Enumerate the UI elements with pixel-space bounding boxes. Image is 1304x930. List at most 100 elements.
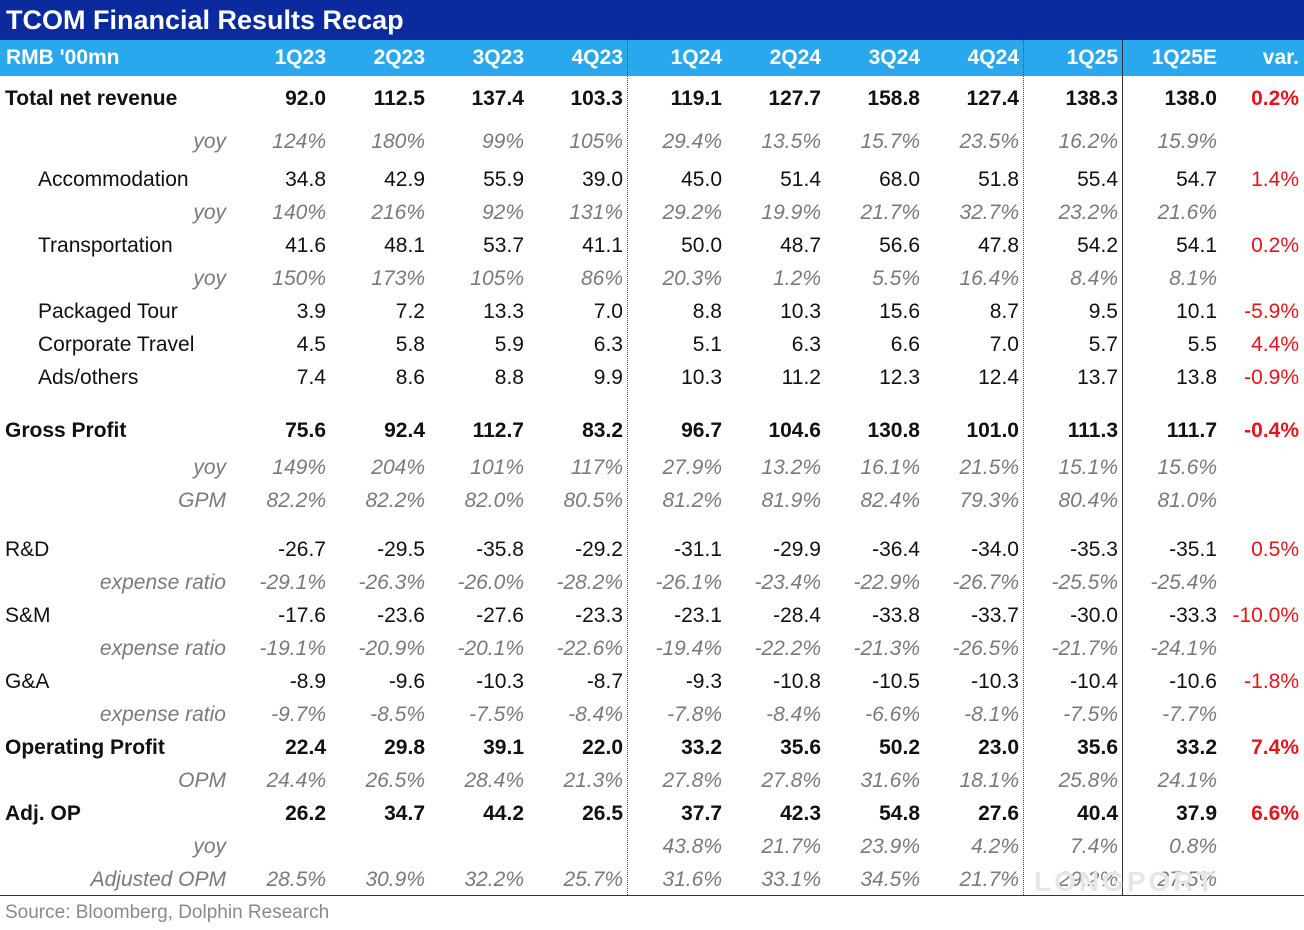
table-cell: 124% <box>272 130 326 153</box>
table-cell: 127.7 <box>768 87 821 110</box>
table-cell: 21.3% <box>563 769 623 792</box>
table-cell: -20.9% <box>358 637 425 660</box>
table-cell: -22.9% <box>853 571 920 594</box>
table-cell: 5.7 <box>1088 333 1118 356</box>
table-cell: 15.1% <box>1058 456 1118 479</box>
table-cell: 16.1% <box>860 456 920 479</box>
table-cell: 27.9% <box>662 456 722 479</box>
table-cell: 15.6 <box>879 300 920 323</box>
table-cell: 39.1 <box>483 736 524 759</box>
table-cell: -21.7% <box>1051 637 1118 660</box>
table-cell: 51.8 <box>978 168 1019 191</box>
table-cell: 27.8% <box>662 769 722 792</box>
table-cell: 15.9% <box>1157 130 1217 153</box>
table-cell: 7.4% <box>1070 835 1118 858</box>
table-cell: 21.5% <box>959 456 1019 479</box>
table-row: yoy 140% 216% 92% 131% 29.2% 19.9% 21.7% 32.7% 23… <box>0 197 1304 229</box>
table-cell: 6.3 <box>791 333 821 356</box>
table-cell: 83.2 <box>582 419 623 442</box>
table-cell: 26.2 <box>285 802 326 825</box>
variance-cell: -0.4% <box>1244 419 1299 442</box>
table-cell: 47.8 <box>978 234 1019 257</box>
table-cell: 37.9 <box>1176 802 1217 825</box>
table-cell: 27.6 <box>978 802 1019 825</box>
row-label: Corporate Travel <box>38 333 195 356</box>
table-cell: 10.3 <box>681 366 722 389</box>
table-cell: 31.6% <box>662 868 722 891</box>
table-cell: 13.8 <box>1176 366 1217 389</box>
variance-cell: 4.4% <box>1251 333 1299 356</box>
table-cell: -35.1 <box>1169 538 1217 561</box>
table-cell: -22.2% <box>754 637 821 660</box>
table-cell: 5.9 <box>494 333 524 356</box>
col-header: var. <box>1262 46 1299 69</box>
table-cell: -22.6% <box>556 637 623 660</box>
table-cell: 23.9% <box>860 835 920 858</box>
row-label: Adjusted OPM <box>90 868 226 891</box>
table-cell: 50.0 <box>681 234 722 257</box>
table-cell: -10.3 <box>971 670 1019 693</box>
table-cell: 28.5% <box>266 868 326 891</box>
table-cell: 10.1 <box>1176 300 1217 323</box>
variance-cell: 0.5% <box>1251 538 1299 561</box>
table-row: G&A -8.9 -9.6 -10.3 -8.7 -9.3 -10.8 -10.5 -10.3 -… <box>0 666 1304 698</box>
table-cell: 9.9 <box>593 366 623 389</box>
table-cell: 13.5% <box>761 130 821 153</box>
table-cell: 103.3 <box>570 87 623 110</box>
table-cell: 130.8 <box>867 419 920 442</box>
table-row: expense ratio -29.1% -26.3% -26.0% -28.2% -26… <box>0 567 1304 599</box>
table-cell: -10.8 <box>773 670 821 693</box>
table-row: Gross Profit 75.6 92.4 112.7 83.2 96.7 104.6 13… <box>0 415 1304 447</box>
table-cell: 24.1% <box>1157 769 1217 792</box>
table-cell: -8.5% <box>370 703 425 726</box>
table-cell: 180% <box>371 130 425 153</box>
table-cell: -10.5 <box>872 670 920 693</box>
table-row: Total net revenue 92.0 112.5 137.4 103.3 119.… <box>0 83 1304 115</box>
table-cell: 86% <box>580 267 623 290</box>
page-title: TCOM Financial Results Recap <box>0 0 1304 40</box>
table-row: Ads/others 7.4 8.6 8.8 9.9 10.3 11.2 12.3 12.4 13… <box>0 362 1304 394</box>
table-cell: 7.2 <box>395 300 425 323</box>
row-label: expense ratio <box>99 703 226 726</box>
table-cell: 24.4% <box>266 769 326 792</box>
table-cell: 13.7 <box>1077 366 1118 389</box>
col-header: 4Q23 <box>571 46 623 69</box>
table-cell: 112.5 <box>373 87 425 110</box>
table-cell: 11.2 <box>781 366 821 389</box>
table-cell: 104.6 <box>768 419 821 442</box>
table-cell: 5.8 <box>395 333 425 356</box>
table-cell: 41.6 <box>285 234 326 257</box>
table-cell: 42.9 <box>384 168 425 191</box>
row-label: yoy <box>193 835 226 858</box>
row-label: Accommodation <box>38 168 189 191</box>
watermark-logo: LONGPORT <box>1034 866 1217 897</box>
table-cell: 35.6 <box>1077 736 1118 759</box>
table-row: S&M -17.6 -23.6 -27.6 -23.3 -23.1 -28.4 -33.8 -3… <box>0 600 1304 632</box>
table-cell: 101.0 <box>966 419 1019 442</box>
table-cell: -30.0 <box>1070 604 1118 627</box>
table-cell: 29.2% <box>1058 868 1118 891</box>
table-cell: 12.4 <box>978 366 1019 389</box>
table-cell: 54.2 <box>1077 234 1118 257</box>
row-label: expense ratio <box>99 571 226 594</box>
row-label: yoy <box>193 130 226 153</box>
table-cell: 6.3 <box>593 333 623 356</box>
variance-cell: 6.6% <box>1251 802 1299 825</box>
table-cell: 4.5 <box>296 333 326 356</box>
row-label: yoy <box>193 201 226 224</box>
table-cell: 112.7 <box>472 419 524 442</box>
table-cell: 111.7 <box>1166 419 1217 442</box>
table-cell: 16.4% <box>959 267 1019 290</box>
table-header: RMB '00mn 1Q23 2Q23 3Q23 4Q23 1Q24 2Q24 … <box>0 40 1304 76</box>
table-cell: 5.5 <box>1187 333 1217 356</box>
table-row: GPM 82.2% 82.2% 82.0% 80.5% 81.2% 81.9% 82.4% 79… <box>0 485 1304 517</box>
table-cell: 15.6% <box>1157 456 1217 479</box>
table-cell: 111.3 <box>1067 419 1118 442</box>
row-label: Total net revenue <box>5 87 178 110</box>
table-cell: 32.2% <box>464 868 524 891</box>
table-cell: -17.6 <box>278 604 326 627</box>
table-cell: 15.7% <box>860 130 920 153</box>
table-row: Adjusted OPM 28.5% 30.9% 32.2% 25.7% 31.6% 33.… <box>0 864 1304 896</box>
row-label: GPM <box>178 489 226 512</box>
variance-cell: -1.8% <box>1244 670 1299 693</box>
